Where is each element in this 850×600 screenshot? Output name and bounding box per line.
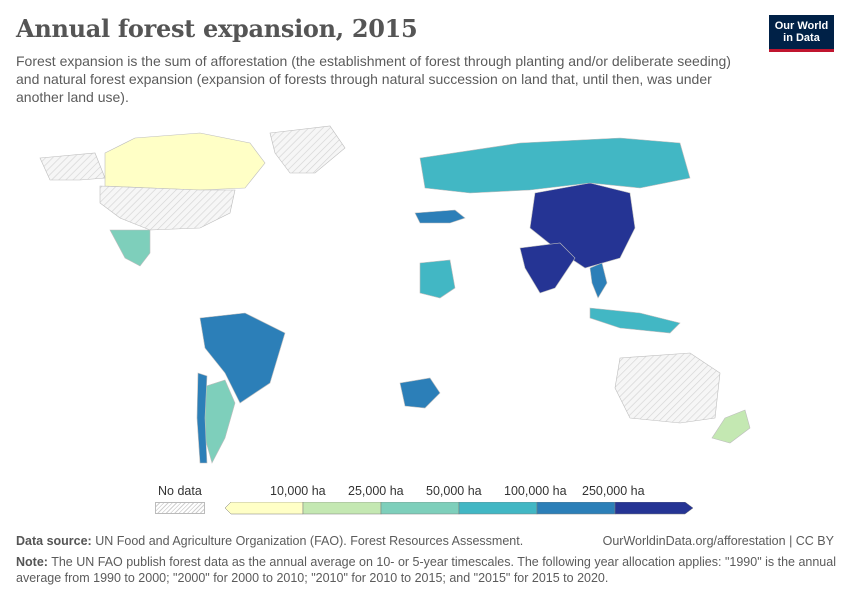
logo-line-2: in Data: [783, 32, 820, 44]
map-legend: No data 10,000 ha 25,000 ha 50,000 ha 100,0…: [0, 480, 850, 520]
legend-bin-4[interactable]: [536, 502, 616, 515]
country-indonesia[interactable]: [589, 307, 681, 334]
legend-tick-label: 250,000 ha: [582, 484, 645, 498]
country-vietnam[interactable]: [589, 262, 608, 299]
chart-note: Note: The UN FAO publish forest data as …: [16, 554, 836, 586]
legend-tick-label: 25,000 ha: [348, 484, 404, 498]
legend-no-data-swatch: [155, 502, 205, 514]
chart-title: Annual forest expansion, 2015: [16, 14, 418, 43]
chart-subtitle: Forest expansion is the sum of afforesta…: [16, 53, 731, 105]
note-label: Note:: [16, 555, 48, 569]
source-text: UN Food and Agriculture Organization (FA…: [95, 534, 524, 548]
country-australia[interactable]: [614, 352, 721, 424]
source-label: Data source:: [16, 534, 92, 548]
country-russia[interactable]: [419, 137, 691, 194]
country-united-states[interactable]: [99, 185, 236, 231]
legend-bin-0[interactable]: [225, 502, 304, 515]
legend-tick-label: 100,000 ha: [504, 484, 567, 498]
country-brazil[interactable]: [199, 312, 286, 404]
country-sudan[interactable]: [419, 259, 456, 299]
legend-color-bar: [225, 502, 694, 515]
country-india[interactable]: [519, 242, 576, 294]
legend-no-data-label: No data: [158, 484, 202, 498]
country-new-zealand[interactable]: [711, 409, 751, 444]
legend-bin-5[interactable]: [614, 502, 694, 515]
legend-bin-3[interactable]: [458, 502, 538, 515]
legend-bin-2[interactable]: [380, 502, 460, 515]
source-url[interactable]: OurWorldinData.org/afforestation | CC BY: [602, 534, 834, 548]
data-source: Data source: UN Food and Agriculture Org…: [16, 534, 523, 548]
legend-tick-label: 50,000 ha: [426, 484, 482, 498]
world-map[interactable]: [0, 118, 850, 478]
logo-line-1: Our World: [774, 20, 829, 32]
country-mexico[interactable]: [109, 229, 151, 267]
legend-bin-1[interactable]: [302, 502, 382, 515]
country-alaska[interactable]: [39, 152, 106, 181]
country-turkey[interactable]: [414, 209, 466, 224]
country-canada[interactable]: [104, 132, 266, 191]
legend-tick-label: 10,000 ha: [270, 484, 326, 498]
owid-logo[interactable]: Our World in Data: [769, 15, 834, 52]
country-south-africa[interactable]: [399, 377, 441, 409]
country-chile[interactable]: [196, 372, 208, 464]
note-text: The UN FAO publish forest data as the an…: [16, 555, 836, 585]
country-greenland[interactable]: [269, 125, 346, 174]
